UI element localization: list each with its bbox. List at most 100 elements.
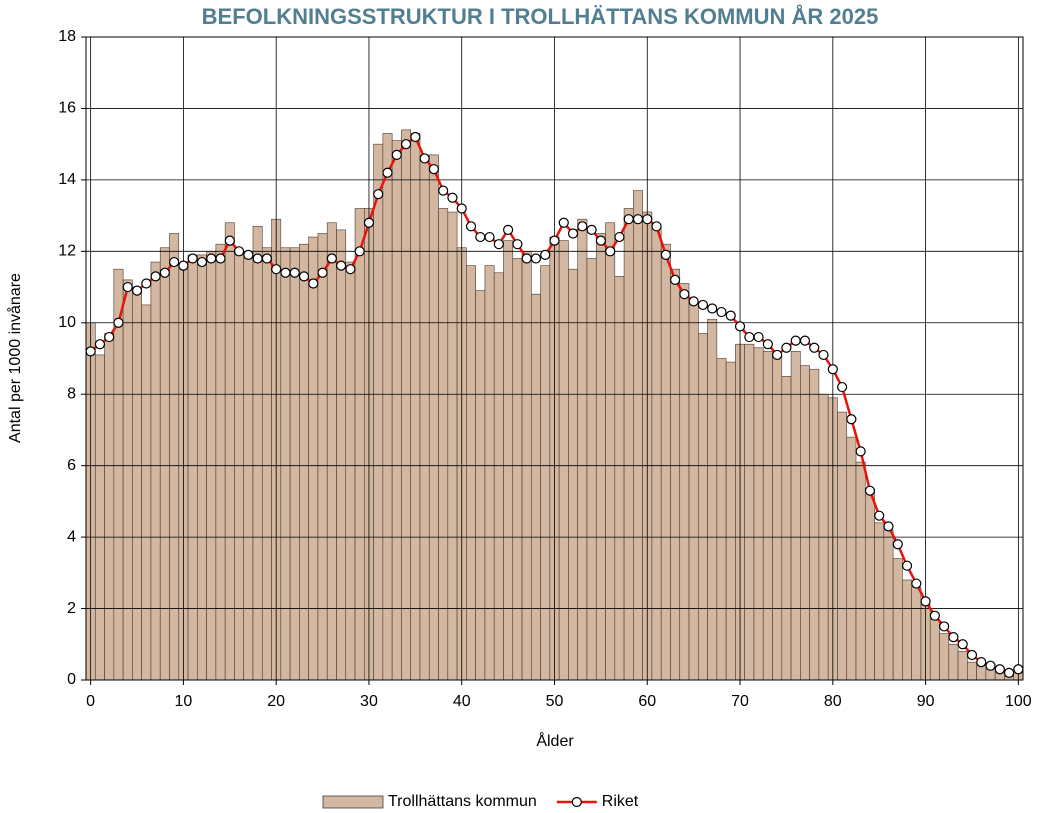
bar <box>540 265 551 681</box>
marker <box>688 296 699 307</box>
marker <box>131 285 143 296</box>
marker <box>725 310 736 321</box>
marker <box>846 414 857 425</box>
bar <box>215 243 226 681</box>
y-axis-label: Antal per 1000 invånare <box>6 273 24 443</box>
bar <box>790 351 801 681</box>
bar <box>493 272 504 681</box>
x-tick-label: 100 <box>1005 693 1032 710</box>
bar <box>428 154 439 681</box>
marker <box>892 539 903 550</box>
marker <box>391 149 402 160</box>
bar <box>141 304 152 681</box>
y-tick-label: 16 <box>58 100 76 117</box>
marker <box>558 217 569 228</box>
marker <box>104 331 115 343</box>
marker <box>271 264 282 275</box>
marker <box>679 289 690 300</box>
marker <box>827 364 838 375</box>
bar <box>280 247 291 681</box>
bar <box>132 286 142 681</box>
x-tick-label: 30 <box>360 693 378 710</box>
bar <box>438 208 449 681</box>
bar <box>670 268 681 681</box>
y-tick-label: 8 <box>67 385 76 402</box>
bar <box>104 333 115 681</box>
marker <box>233 246 245 257</box>
marker <box>809 342 820 353</box>
marker <box>85 346 96 357</box>
bar <box>484 265 495 681</box>
marker <box>252 253 263 264</box>
bar <box>169 233 180 681</box>
marker <box>382 167 393 178</box>
bar <box>187 254 198 681</box>
y-tick-label: 0 <box>67 671 76 688</box>
marker <box>308 278 319 289</box>
bar <box>503 240 514 681</box>
x-tick-label: 60 <box>638 693 656 710</box>
bar <box>577 218 588 681</box>
marker <box>855 446 866 457</box>
marker <box>577 221 588 232</box>
marker <box>493 239 504 250</box>
marker <box>911 578 922 589</box>
marker <box>326 253 337 264</box>
marker <box>614 231 625 243</box>
marker <box>549 235 560 246</box>
marker <box>94 339 106 350</box>
marker <box>419 153 430 164</box>
marker <box>289 267 300 278</box>
marker <box>707 303 718 314</box>
y-tick-label: 2 <box>67 600 76 617</box>
marker <box>438 185 449 196</box>
x-tick-label: 10 <box>175 693 193 710</box>
y-tick-label: 6 <box>67 457 76 474</box>
marker <box>503 224 514 235</box>
x-tick-label: 70 <box>731 693 749 710</box>
x-axis-label: Ålder <box>536 731 574 750</box>
bar <box>419 154 430 681</box>
bar <box>354 208 365 681</box>
marker <box>345 264 356 275</box>
bar <box>864 490 875 681</box>
bar <box>679 283 690 681</box>
bar <box>261 247 272 681</box>
bar <box>614 276 625 681</box>
marker <box>178 260 189 271</box>
bar <box>401 129 412 681</box>
marker <box>400 139 412 150</box>
bar <box>558 240 569 681</box>
bar <box>243 258 254 681</box>
bar <box>688 301 699 681</box>
marker <box>317 267 328 278</box>
marker <box>530 253 542 264</box>
marker <box>818 349 829 361</box>
marker <box>512 239 523 250</box>
bar <box>781 376 792 681</box>
marker <box>957 639 968 650</box>
plot-border <box>85 36 1024 681</box>
marker <box>948 632 959 643</box>
y-tick-label: 12 <box>58 243 76 260</box>
marker <box>762 339 773 350</box>
bar <box>948 643 959 681</box>
marker <box>985 660 996 671</box>
bar <box>122 279 133 681</box>
bar <box>707 318 718 681</box>
bar <box>762 351 773 681</box>
marker <box>716 306 727 318</box>
marker <box>920 596 931 607</box>
bar <box>623 208 634 681</box>
bar <box>883 529 894 681</box>
bar <box>410 133 421 681</box>
marker <box>976 657 987 668</box>
bar <box>345 261 356 681</box>
bar <box>874 522 885 681</box>
marker <box>363 217 375 228</box>
y-tick-label: 14 <box>58 171 76 188</box>
bar <box>809 368 820 681</box>
bar <box>373 143 384 681</box>
marker <box>196 256 208 268</box>
